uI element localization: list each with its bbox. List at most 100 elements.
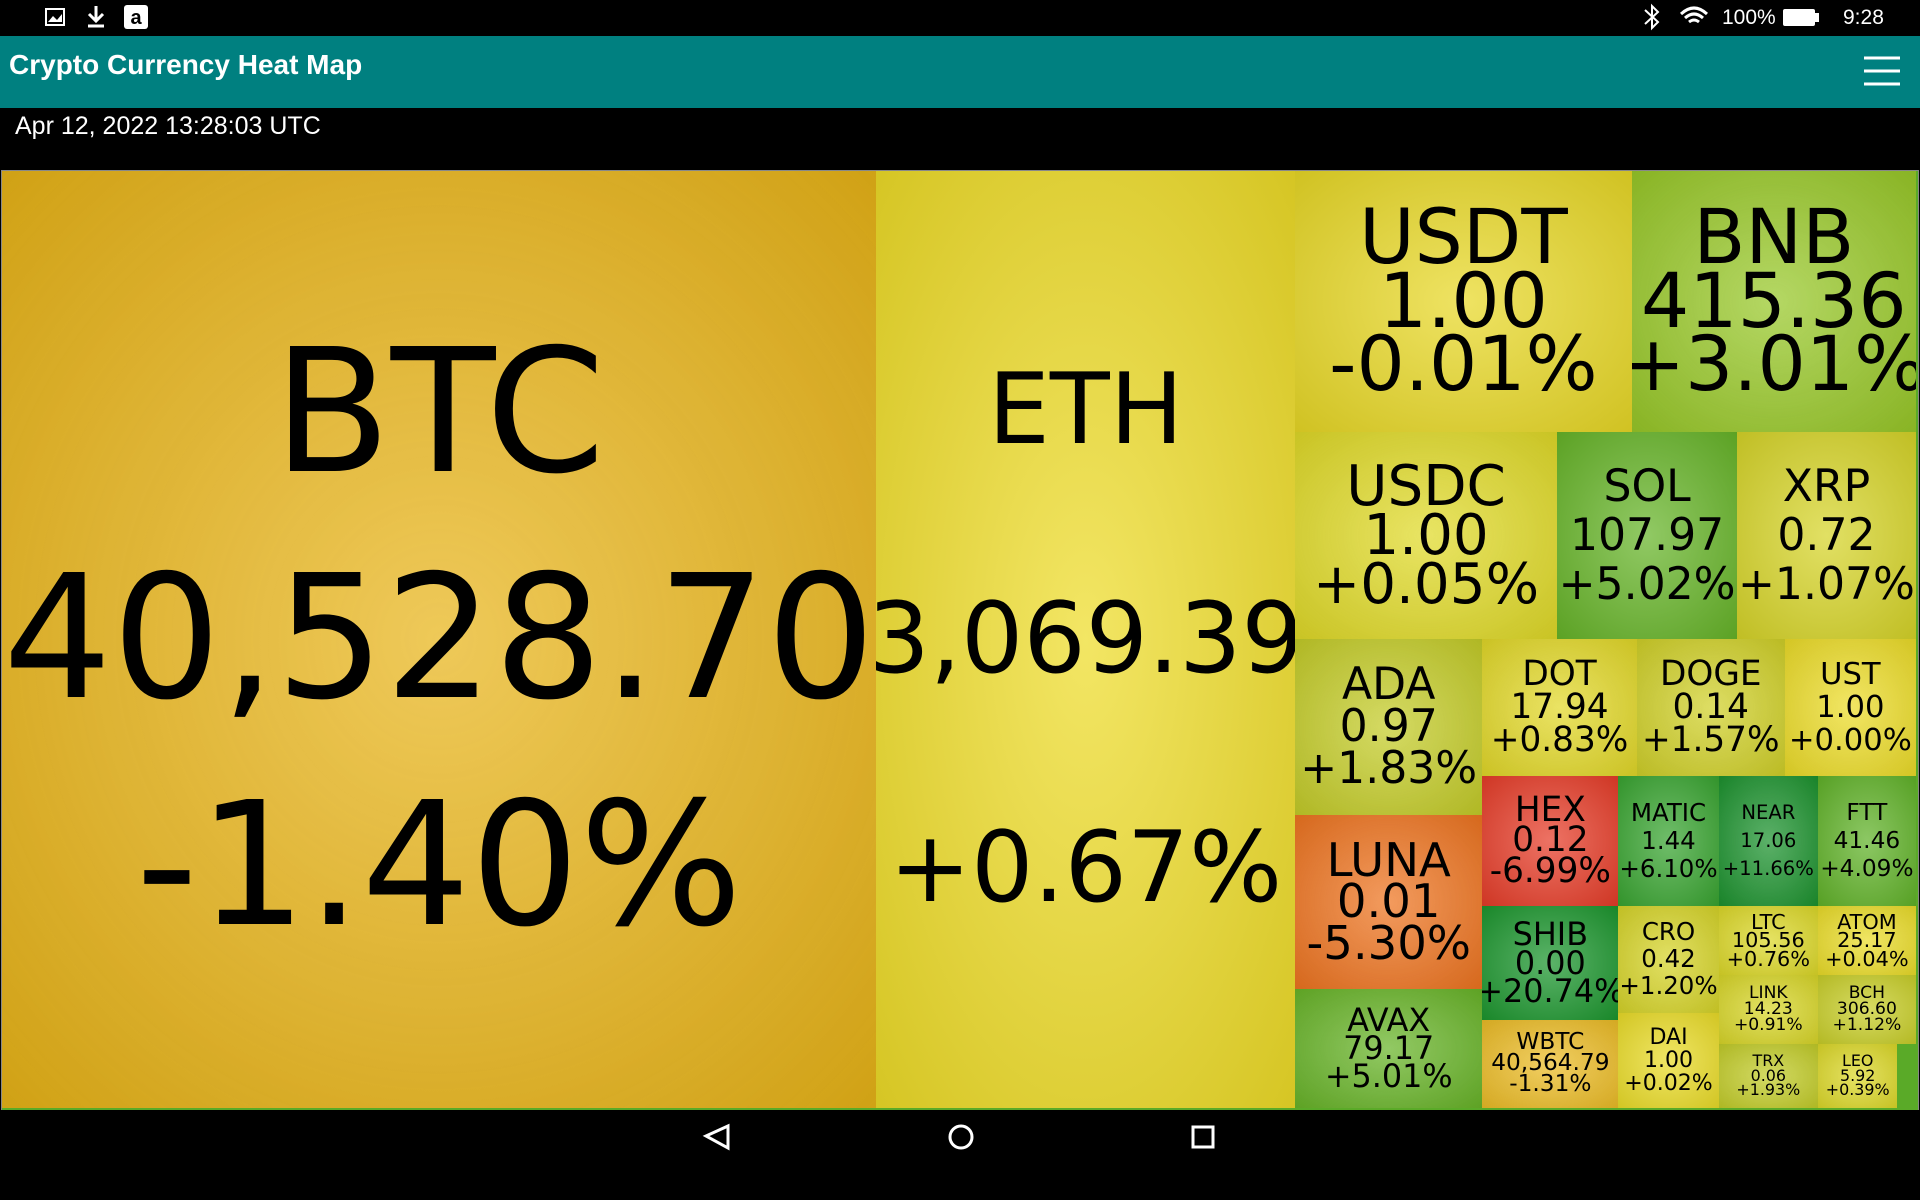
tile-price: 415.36 [1641, 256, 1907, 345]
tile-symbol: LINK [1749, 982, 1788, 1003]
tile-price: 1.00 [1378, 256, 1548, 345]
tile-change: +0.04% [1825, 946, 1909, 971]
tile[interactable]: XRP 0.72 +1.07% [1737, 431, 1916, 639]
tile[interactable]: LUNA 0.01 -5.30% [1295, 815, 1483, 989]
tile-change: +20.74% [1482, 971, 1619, 1010]
tile-change: +4.09% [1820, 854, 1914, 882]
tile-price: 1.44 [1641, 825, 1696, 855]
tile-change: +0.76% [1726, 946, 1811, 971]
tile[interactable]: USDC 1.00 +0.05% [1295, 431, 1558, 639]
app-title: Crypto Currency Heat Map [9, 49, 363, 80]
tile[interactable]: MATIC 1.44 +6.10% [1618, 775, 1719, 906]
tile[interactable]: HEX 0.12 -6.99% [1482, 775, 1619, 906]
tile-change: +0.39% [1825, 1080, 1890, 1100]
tile-change: +1.12% [1832, 1014, 1902, 1035]
recents-button[interactable] [1191, 1125, 1215, 1149]
tile-change: -6.99% [1489, 851, 1611, 892]
tile[interactable]: USDT 1.00 -0.01% [1295, 171, 1632, 432]
tile[interactable]: FTT 41.46 +4.09% [1817, 775, 1916, 906]
tile-price: 40,528.70 [2, 539, 876, 739]
tile-symbol: AVAX [1347, 1001, 1431, 1040]
menu-button[interactable] [1862, 54, 1902, 88]
tile[interactable]: LINK 14.23 +0.91% [1718, 975, 1818, 1045]
tile-symbol: NEAR [1741, 800, 1796, 824]
tile-symbol: SOL [1603, 460, 1691, 512]
clock: 9:28 [1843, 6, 1884, 29]
tile-price: 0.97 [1339, 701, 1438, 753]
tile[interactable]: ATOM 25.17 +0.04% [1817, 905, 1916, 976]
tile-price: 17.94 [1510, 686, 1609, 727]
nav-buttons [702, 1123, 1215, 1151]
tile-price: 1.00 [1363, 502, 1489, 568]
tile-price: 0.42 [1641, 944, 1696, 974]
tile-change: +0.00% [1788, 722, 1912, 758]
tile-change: -1.40% [135, 765, 743, 965]
tile-change: +0.05% [1313, 551, 1540, 617]
tile-change: +6.10% [1619, 853, 1718, 883]
tile-symbol: BCH [1848, 982, 1886, 1003]
tile[interactable]: UST 1.00 +0.00% [1784, 638, 1916, 776]
tile-change: -5.30% [1306, 915, 1471, 970]
tile-price: 0.14 [1672, 686, 1749, 727]
tile-price: 5.92 [1839, 1065, 1876, 1085]
tile[interactable]: AVAX 79.17 +5.01% [1295, 988, 1483, 1108]
tile-change: +1.57% [1641, 719, 1780, 760]
tile-change: +1.07% [1737, 558, 1915, 610]
battery-level: 100% [1722, 6, 1776, 29]
tile-symbol: UST [1820, 656, 1881, 692]
tile-change: +1.93% [1736, 1080, 1801, 1100]
tile[interactable]: BCH 306.60 +1.12% [1817, 975, 1916, 1045]
tile-price: 107.97 [1569, 509, 1725, 561]
tile[interactable]: DOGE 0.14 +1.57% [1636, 638, 1785, 776]
svg-text:a: a [130, 7, 142, 29]
tile[interactable]: WBTC 40,564.79 -1.31% [1482, 1019, 1619, 1108]
tile-price: 40,564.79 [1491, 1049, 1610, 1077]
tile-change: +1.83% [1300, 742, 1478, 794]
tile[interactable]: ADA 0.97 +1.83% [1295, 638, 1483, 816]
tile[interactable]: CRO 0.42 +1.20% [1618, 905, 1719, 1014]
tile[interactable]: TRX 0.06 +1.93% [1718, 1044, 1818, 1108]
tile-price: 14.23 [1743, 998, 1793, 1019]
tile[interactable]: DOT 17.94 +0.83% [1482, 638, 1637, 776]
tile-price: 3,069.39 [876, 581, 1296, 696]
tile-symbol: DOGE [1659, 653, 1762, 694]
nav-bar [0, 1110, 1920, 1200]
tile-price: 0.01 [1336, 874, 1441, 929]
home-button[interactable] [948, 1124, 974, 1150]
tile-symbol: TRX [1752, 1050, 1785, 1070]
tile-symbol: BTC [273, 312, 606, 512]
back-button[interactable] [702, 1123, 730, 1151]
tile[interactable]: BTC 40,528.70 -1.40% [2, 171, 877, 1108]
tile[interactable]: NEAR 17.06 +11.66% [1718, 775, 1818, 906]
tile-price: 0.72 [1777, 509, 1876, 561]
tile-symbol: ATOM [1837, 910, 1897, 935]
tile[interactable]: LTC 105.56 +0.76% [1718, 905, 1818, 976]
tile-price: 1.00 [1643, 1047, 1694, 1073]
tile-change: +0.02% [1624, 1071, 1713, 1097]
tile[interactable]: DAI 1.00 +0.02% [1618, 1013, 1719, 1108]
tile[interactable]: BNB 415.36 +3.01% [1631, 171, 1916, 432]
tile-symbol: HEX [1514, 789, 1586, 830]
tile-price: 17.06 [1740, 828, 1797, 852]
tile-change: +5.01% [1324, 1057, 1453, 1096]
tile-symbol: LUNA [1326, 832, 1451, 887]
tile-price: 0.06 [1750, 1065, 1787, 1085]
tile-change: +3.01% [1631, 320, 1916, 409]
tile-price: 105.56 [1731, 928, 1805, 953]
tile-symbol: BNB [1693, 192, 1855, 281]
tile[interactable]: LEO 5.92 +0.39% [1817, 1044, 1898, 1108]
tile-symbol: CRO [1641, 917, 1696, 947]
tile-symbol: USDC [1346, 453, 1506, 519]
tile-price: 306.60 [1836, 998, 1897, 1019]
tile-change: +1.20% [1619, 971, 1718, 1001]
tile[interactable]: ETH 3,069.39 +0.67% [876, 171, 1296, 1108]
tile-symbol: SHIB [1512, 915, 1589, 954]
tile[interactable]: SHIB 0.00 +20.74% [1482, 905, 1619, 1020]
tile-price: 0.12 [1512, 820, 1589, 861]
tile-change: +0.67% [889, 810, 1283, 925]
status-icons: a [45, 3, 1819, 31]
tile-price: 0.00 [1514, 943, 1586, 982]
tile[interactable]: SOL 107.97 +5.02% [1557, 431, 1738, 639]
tile-symbol: XRP [1782, 460, 1871, 512]
tile-change: -1.31% [1509, 1070, 1592, 1098]
